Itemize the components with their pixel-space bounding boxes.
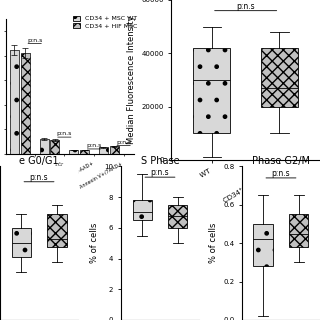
Y-axis label: % of cells: % of cells <box>90 223 99 263</box>
PathPatch shape <box>193 48 230 133</box>
Y-axis label: % of cells: % of cells <box>209 223 218 263</box>
Bar <box>80 150 89 154</box>
Text: p:n.s: p:n.s <box>116 140 131 145</box>
Title: S Phase: S Phase <box>141 156 179 166</box>
Bar <box>110 146 119 154</box>
Bar <box>99 148 108 154</box>
Title: e G0/G1: e G0/G1 <box>19 156 59 166</box>
Text: p:n.s: p:n.s <box>236 2 255 11</box>
PathPatch shape <box>12 228 31 257</box>
Bar <box>50 140 60 154</box>
PathPatch shape <box>168 205 188 228</box>
Title: Phase G2/M: Phase G2/M <box>252 156 310 166</box>
Bar <box>40 139 49 154</box>
PathPatch shape <box>289 214 308 247</box>
Legend: CD34 + MSC WT, CD34 + HIF MSC: CD34 + MSC WT, CD34 + HIF MSC <box>73 16 138 29</box>
Text: p:n.s: p:n.s <box>30 173 48 182</box>
Bar <box>69 150 78 154</box>
Text: p:n.s: p:n.s <box>57 132 72 137</box>
Bar <box>21 53 30 154</box>
PathPatch shape <box>253 224 273 266</box>
PathPatch shape <box>47 214 67 247</box>
PathPatch shape <box>132 200 152 220</box>
Text: p:n.s: p:n.s <box>86 143 102 148</box>
Y-axis label: Median Fluorescence Intensity: Median Fluorescence Intensity <box>127 16 136 144</box>
Text: p:n.s: p:n.s <box>27 38 42 43</box>
Text: p:n.s: p:n.s <box>151 168 169 177</box>
Bar <box>10 50 19 154</box>
Text: p:n.s: p:n.s <box>272 169 290 178</box>
PathPatch shape <box>261 48 298 107</box>
